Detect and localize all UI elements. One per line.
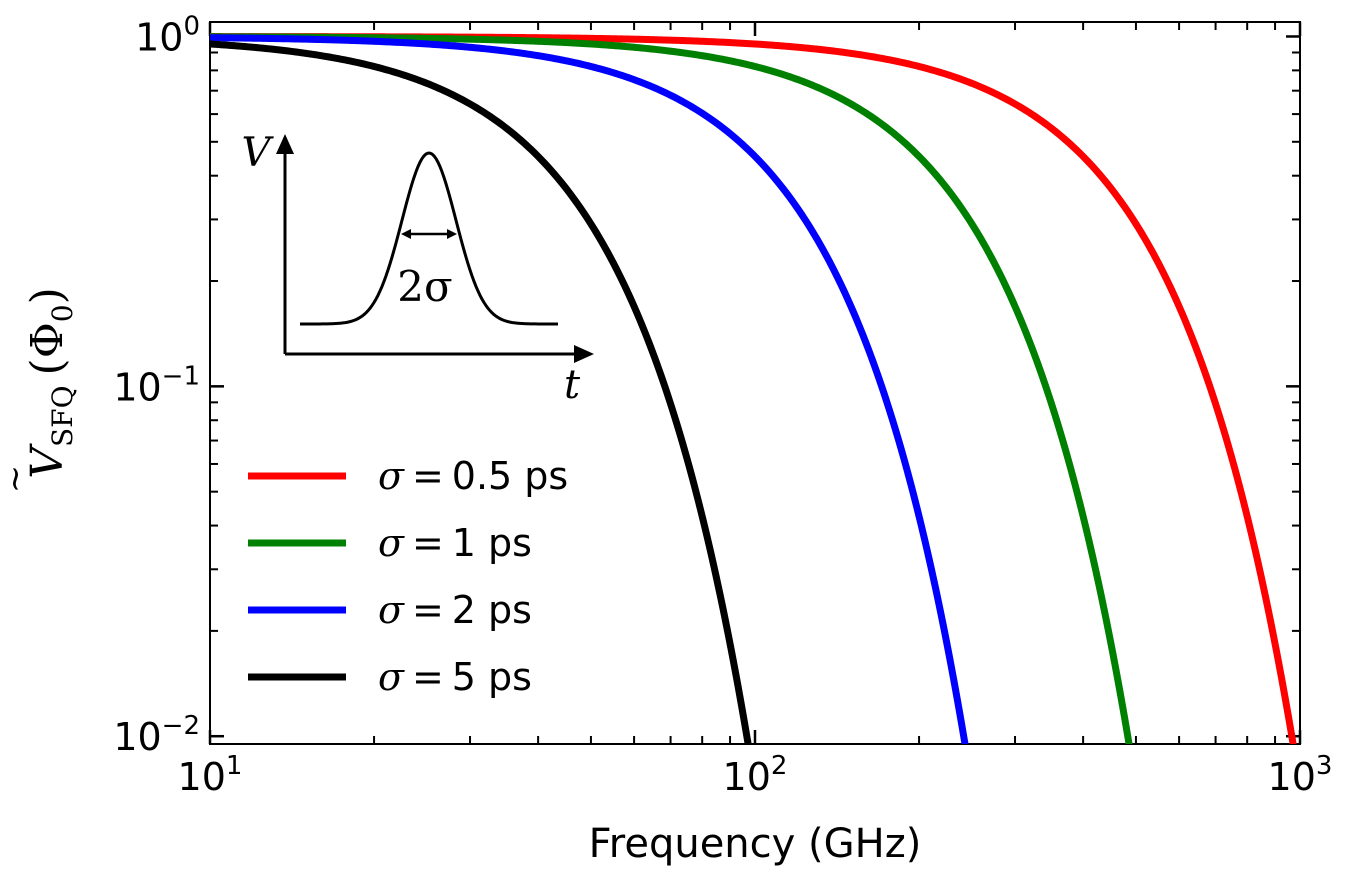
legend: σ = 0.5 psσ = 1 psσ = 2 psσ = 5 ps [248,454,568,699]
inset-pulse-diagram: V t 2σ [242,130,594,408]
y-tick-label: 100 [135,11,200,59]
legend-label: σ = 1 ps [378,521,532,565]
y-axis-title: VSFQ (Φ0) ~ [0,287,79,493]
x-tick-label-exponent: 2 [771,751,788,781]
legend-label-symbol: σ [378,454,405,498]
x-tick-label-base: 10 [1268,755,1316,799]
y-tick-label-exponent: 0 [183,11,200,41]
legend-entry: σ = 0.5 ps [248,454,568,498]
series-line-sigma-5 [210,40,752,744]
y-tick-label-exponent: −2 [162,711,200,741]
series-line-sigma-0_5 [210,33,1297,744]
y-axis-title-subscript: SFQ [46,385,79,447]
minor-ticks [210,22,1300,744]
y-tick-label-base: 10 [135,15,183,59]
legend-label-symbol: σ [378,588,405,632]
legend-label: σ = 0.5 ps [378,454,568,498]
x-axis-title: Frequency (GHz) [589,821,922,867]
legend-label: σ = 5 ps [378,655,532,699]
y-axis-title-unit: Φ [22,322,73,358]
legend-entry: σ = 1 ps [248,521,532,565]
inset-y-arrow [276,134,294,154]
plot-frame [209,21,1301,745]
legend-label-symbol: σ [378,655,405,699]
legend-label: σ = 2 ps [378,588,532,632]
legend-entry: σ = 2 ps [248,588,532,632]
x-tick-label: 102 [723,751,788,799]
x-tick-label: 101 [178,751,243,799]
y-axis-title-unit-close: ) [22,287,73,304]
y-axis-title-accent: ~ [0,465,35,494]
legend-label-value: 2 ps [452,588,532,632]
y-tick-label-exponent: −1 [162,361,200,391]
x-tick-label-exponent: 1 [226,751,243,781]
inset-width-arrow-right [447,229,457,239]
legend-label-value: 1 ps [452,521,532,565]
major-ticks [208,22,1302,744]
y-tick-label-base: 10 [113,715,161,759]
series-lines [210,33,1297,744]
legend-label-value: 5 ps [452,655,532,699]
inset-x-arrow [574,345,594,363]
inset-width-arrow-left [401,229,411,239]
legend-entry: σ = 5 ps [248,655,532,699]
x-tick-label-exponent: 3 [1316,751,1333,781]
x-tick-label-base: 10 [178,755,226,799]
legend-label-symbol: σ [378,521,405,565]
inset-x-label: t [564,362,581,408]
y-tick-label: 10−1 [113,361,200,409]
y-tick-label: 10−2 [113,711,200,759]
y-axis-title-symbol: V [22,443,73,479]
x-tick-label-base: 10 [723,755,771,799]
legend-label-equals: = [412,521,444,565]
y-axis-title-unit-subscript: 0 [46,304,79,322]
x-tick-labels: 101 102 103 [178,751,1333,799]
inset-gaussian-pulse [300,151,558,326]
svg-text:VSFQ(Φ0): VSFQ (Φ0) [22,287,79,479]
series-line-sigma-2 [210,34,969,744]
x-tick-label: 103 [1268,751,1333,799]
legend-label-equals: = [412,588,444,632]
y-axis-title-unit-open: ( [22,358,73,375]
inset-width-label: 2σ [397,262,452,311]
inset-y-label: V [242,130,275,176]
legend-label-equals: = [412,454,444,498]
legend-label-value: 0.5 ps [452,454,568,498]
y-tick-label-base: 10 [113,365,161,409]
legend-label-equals: = [412,655,444,699]
